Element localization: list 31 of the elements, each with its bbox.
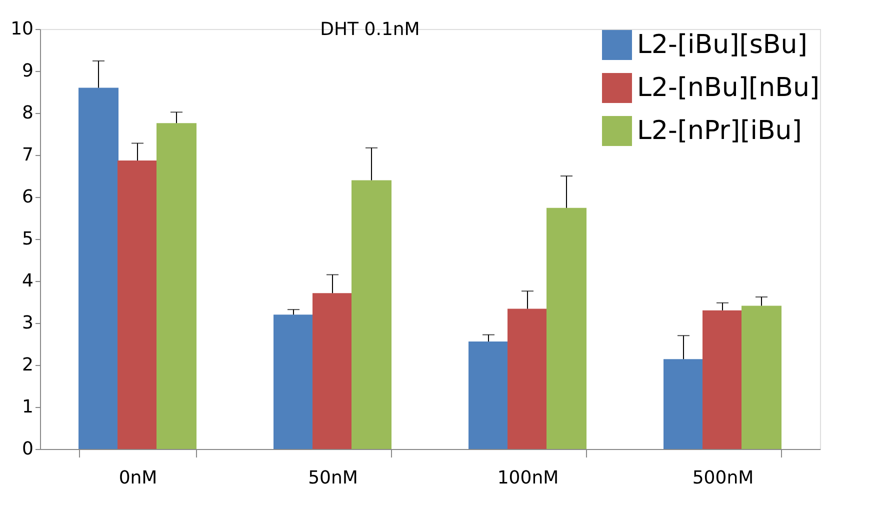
- bar: [156, 123, 196, 449]
- legend-label: L2-[nPr][iBu]: [637, 116, 802, 146]
- y-tick-label: 9: [22, 60, 34, 82]
- bar: [78, 88, 118, 449]
- x-tick-label: 500nM: [692, 468, 754, 488]
- legend-label: L2-[nBu][nBu]: [637, 73, 820, 103]
- bar: [508, 308, 548, 449]
- y-tick-label: 6: [22, 186, 34, 208]
- legend-label: L2-[iBu][sBu]: [637, 30, 808, 60]
- chart-title: DHT 0.1nM: [320, 19, 420, 40]
- y-tick-label: 10: [10, 18, 34, 40]
- bar: [664, 359, 704, 449]
- bar: [546, 208, 586, 449]
- y-tick-label: 4: [22, 270, 34, 292]
- bar: [742, 306, 782, 449]
- bar: [274, 314, 314, 449]
- bar: [468, 341, 508, 449]
- y-tick-label: 3: [22, 312, 34, 334]
- bar: [118, 160, 158, 449]
- y-tick-label: 2: [22, 354, 34, 376]
- x-tick-label: 0nM: [118, 468, 158, 488]
- bar: [702, 310, 742, 449]
- x-tick-label: 100nM: [497, 468, 559, 488]
- y-tick-label: 5: [22, 228, 34, 250]
- y-tick-label: 1: [22, 396, 34, 418]
- bar: [312, 293, 352, 449]
- y-tick-label: 8: [22, 102, 34, 124]
- bar: [352, 180, 392, 449]
- x-tick-label: 50nM: [308, 468, 358, 488]
- y-tick-label: 0: [22, 438, 34, 460]
- y-tick-label: 7: [22, 144, 34, 166]
